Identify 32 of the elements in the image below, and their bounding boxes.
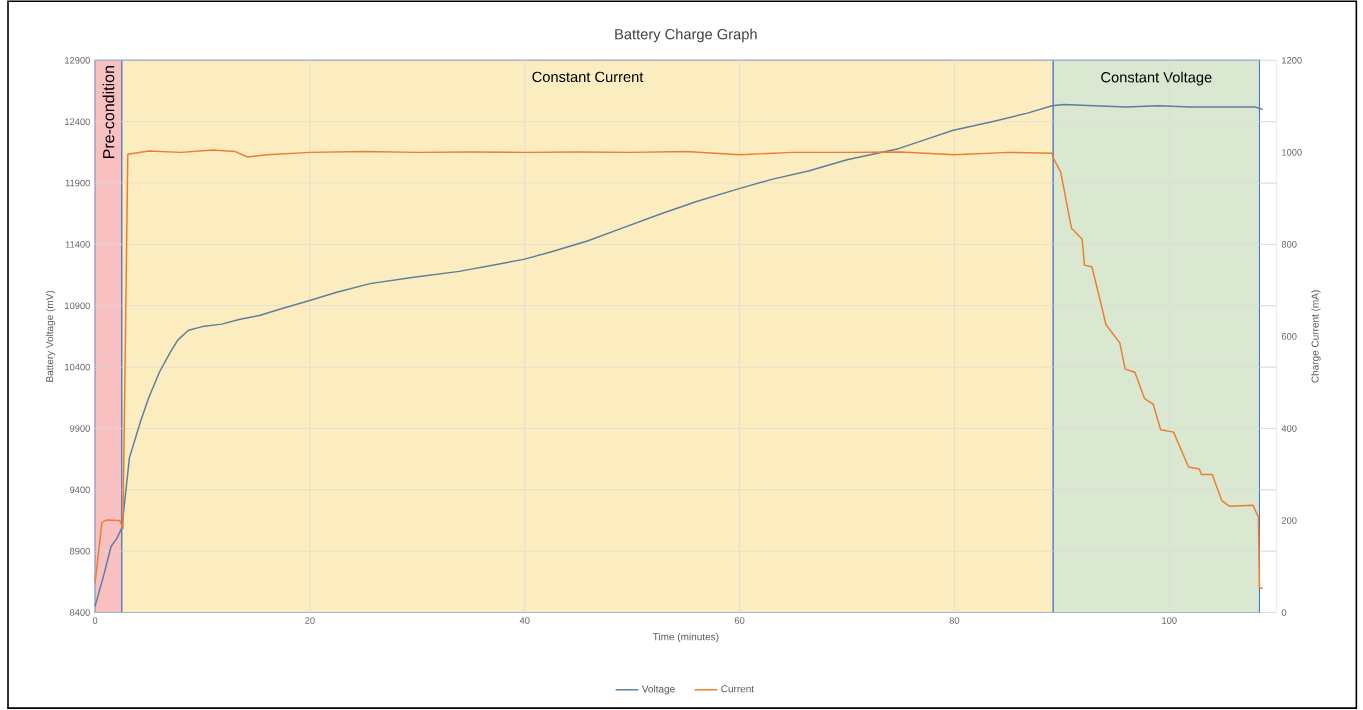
y-tick-label: 10400	[65, 364, 90, 371]
y-tick-label: 12400	[65, 118, 90, 126]
y-tick-label: 9400	[69, 486, 90, 494]
y2-tick-label: 800	[1281, 241, 1297, 248]
y-tick-label: 11400	[65, 241, 90, 248]
y2-axis-title: Charge Current (mA)	[1311, 290, 1321, 383]
legend-label: Voltage	[641, 685, 675, 695]
y-tick-label: 8900	[69, 548, 90, 555]
y2-tick-label: 600	[1281, 333, 1297, 340]
y2-tick-label: 0	[1281, 609, 1287, 617]
x-tick-label: 100	[1162, 617, 1177, 625]
y-tick-label: 12900	[65, 57, 90, 64]
x-tick-label: 80	[949, 617, 960, 625]
y2-tick-label: 1200	[1282, 57, 1302, 64]
x-axis-title: Time (minutes)	[652, 633, 719, 643]
legend-label: Current	[721, 685, 755, 693]
y2-tick-label: 400	[1281, 425, 1297, 432]
band-label: Pre-condition	[102, 66, 115, 159]
y-tick-label: 8400	[69, 609, 90, 617]
band-label: Constant Voltage	[1101, 71, 1212, 86]
x-tick-label: 40	[519, 617, 530, 625]
x-tick-label: 60	[734, 617, 745, 625]
y2-tick-label: 200	[1281, 517, 1297, 524]
y-tick-label: 9900	[69, 425, 90, 432]
y2-tick-label: 1000	[1282, 149, 1302, 156]
y-tick-label: 11900	[65, 179, 90, 187]
x-tick-label: 20	[305, 617, 315, 625]
y-axis-title: Battery Voltage (mV)	[45, 291, 56, 382]
x-tick-label: 0	[92, 617, 98, 625]
band-label: Constant Current	[532, 71, 644, 83]
chart-title: Battery Charge Graph	[615, 28, 757, 43]
y-tick-label: 10900	[65, 302, 90, 310]
